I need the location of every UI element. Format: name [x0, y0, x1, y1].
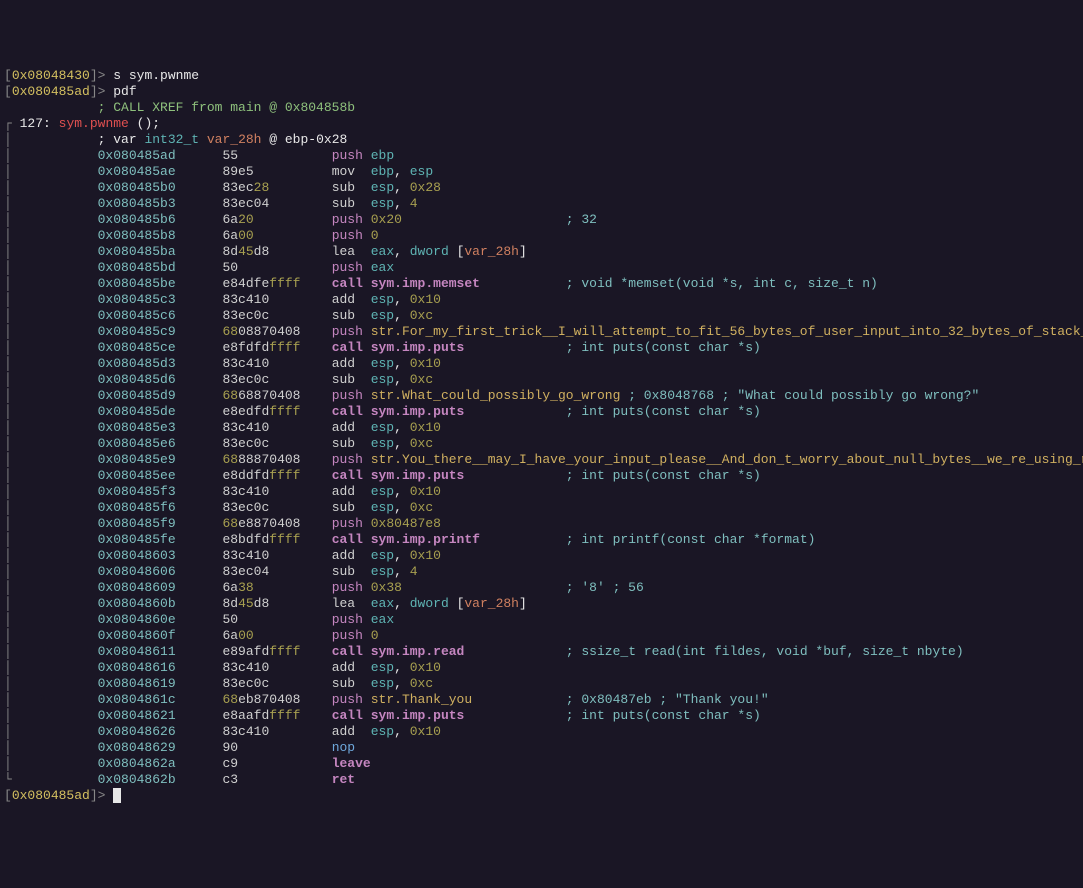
- disassembly-output: [0x08048430]> s sym.pwnme[0x080485ad]> p…: [4, 68, 1083, 804]
